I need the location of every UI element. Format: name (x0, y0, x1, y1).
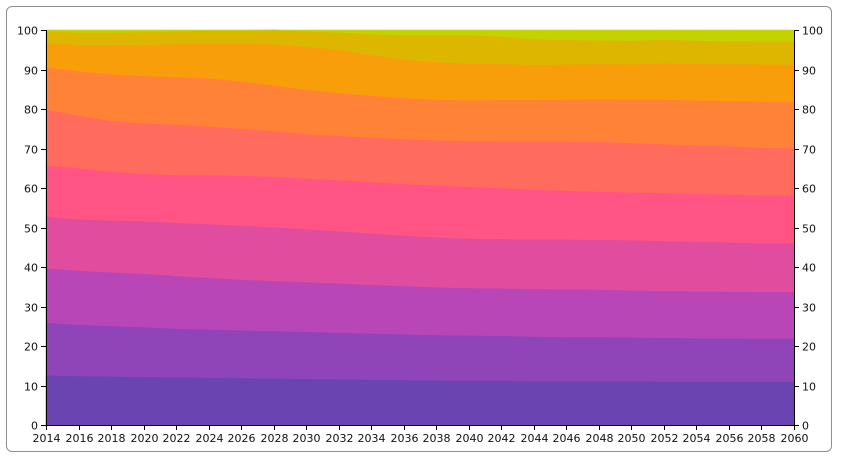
y-tick-label-right: 100 (802, 25, 823, 38)
x-tick-label: 2052 (651, 432, 679, 445)
x-tick-label: 2048 (586, 432, 614, 445)
x-tick-label: 2058 (748, 432, 776, 445)
x-tick-label: 2032 (326, 432, 354, 445)
y-tick-label-left: 0 (31, 420, 38, 433)
y-tick-label-left: 30 (24, 302, 38, 315)
x-tick-label: 2056 (716, 432, 744, 445)
y-tick-label-left: 90 (24, 65, 38, 78)
y-tick-label-left: 50 (24, 223, 38, 236)
x-tick-label: 2046 (553, 432, 581, 445)
x-tick-label: 2042 (488, 432, 516, 445)
x-tick-label: 2020 (131, 432, 159, 445)
x-tick-label: 2034 (358, 432, 386, 445)
x-tick-label: 2054 (683, 432, 711, 445)
y-tick-label-left: 20 (24, 341, 38, 354)
x-tick-label: 2016 (66, 432, 94, 445)
y-tick-label-left: 10 (24, 381, 38, 394)
y-tick-label-right: 80 (802, 104, 816, 117)
x-tick-label: 2044 (521, 432, 549, 445)
x-tick-label: 2038 (423, 432, 451, 445)
x-tick-label: 2018 (98, 432, 126, 445)
y-tick-label-right: 70 (802, 144, 816, 157)
y-tick-label-right: 10 (802, 381, 816, 394)
area-series-1 (45, 374, 795, 426)
area-layers (45, 29, 795, 426)
x-tick-label: 2030 (293, 432, 321, 445)
y-tick-label-left: 100 (17, 25, 38, 38)
x-tick-label: 2024 (196, 432, 224, 445)
y-tick-label-left: 40 (24, 262, 38, 275)
x-tick-label: 2060 (781, 432, 809, 445)
y-tick-label-right: 60 (802, 183, 816, 196)
y-tick-label-left: 70 (24, 144, 38, 157)
x-tick-label: 2014 (33, 432, 61, 445)
y-tick-label-left: 60 (24, 183, 38, 196)
y-tick-label-right: 40 (802, 262, 816, 275)
x-tick-label: 2050 (618, 432, 646, 445)
y-tick-label-right: 50 (802, 223, 816, 236)
y-tick-label-right: 90 (802, 65, 816, 78)
x-tick-label: 2036 (391, 432, 419, 445)
x-tick-label: 2022 (163, 432, 191, 445)
y-tick-label-right: 30 (802, 302, 816, 315)
x-tick-label: 2028 (261, 432, 289, 445)
y-tick-label-left: 80 (24, 104, 38, 117)
x-tick-label: 2026 (228, 432, 256, 445)
x-tick-label: 2040 (456, 432, 484, 445)
y-tick-label-right: 0 (802, 420, 809, 433)
y-tick-label-right: 20 (802, 341, 816, 354)
